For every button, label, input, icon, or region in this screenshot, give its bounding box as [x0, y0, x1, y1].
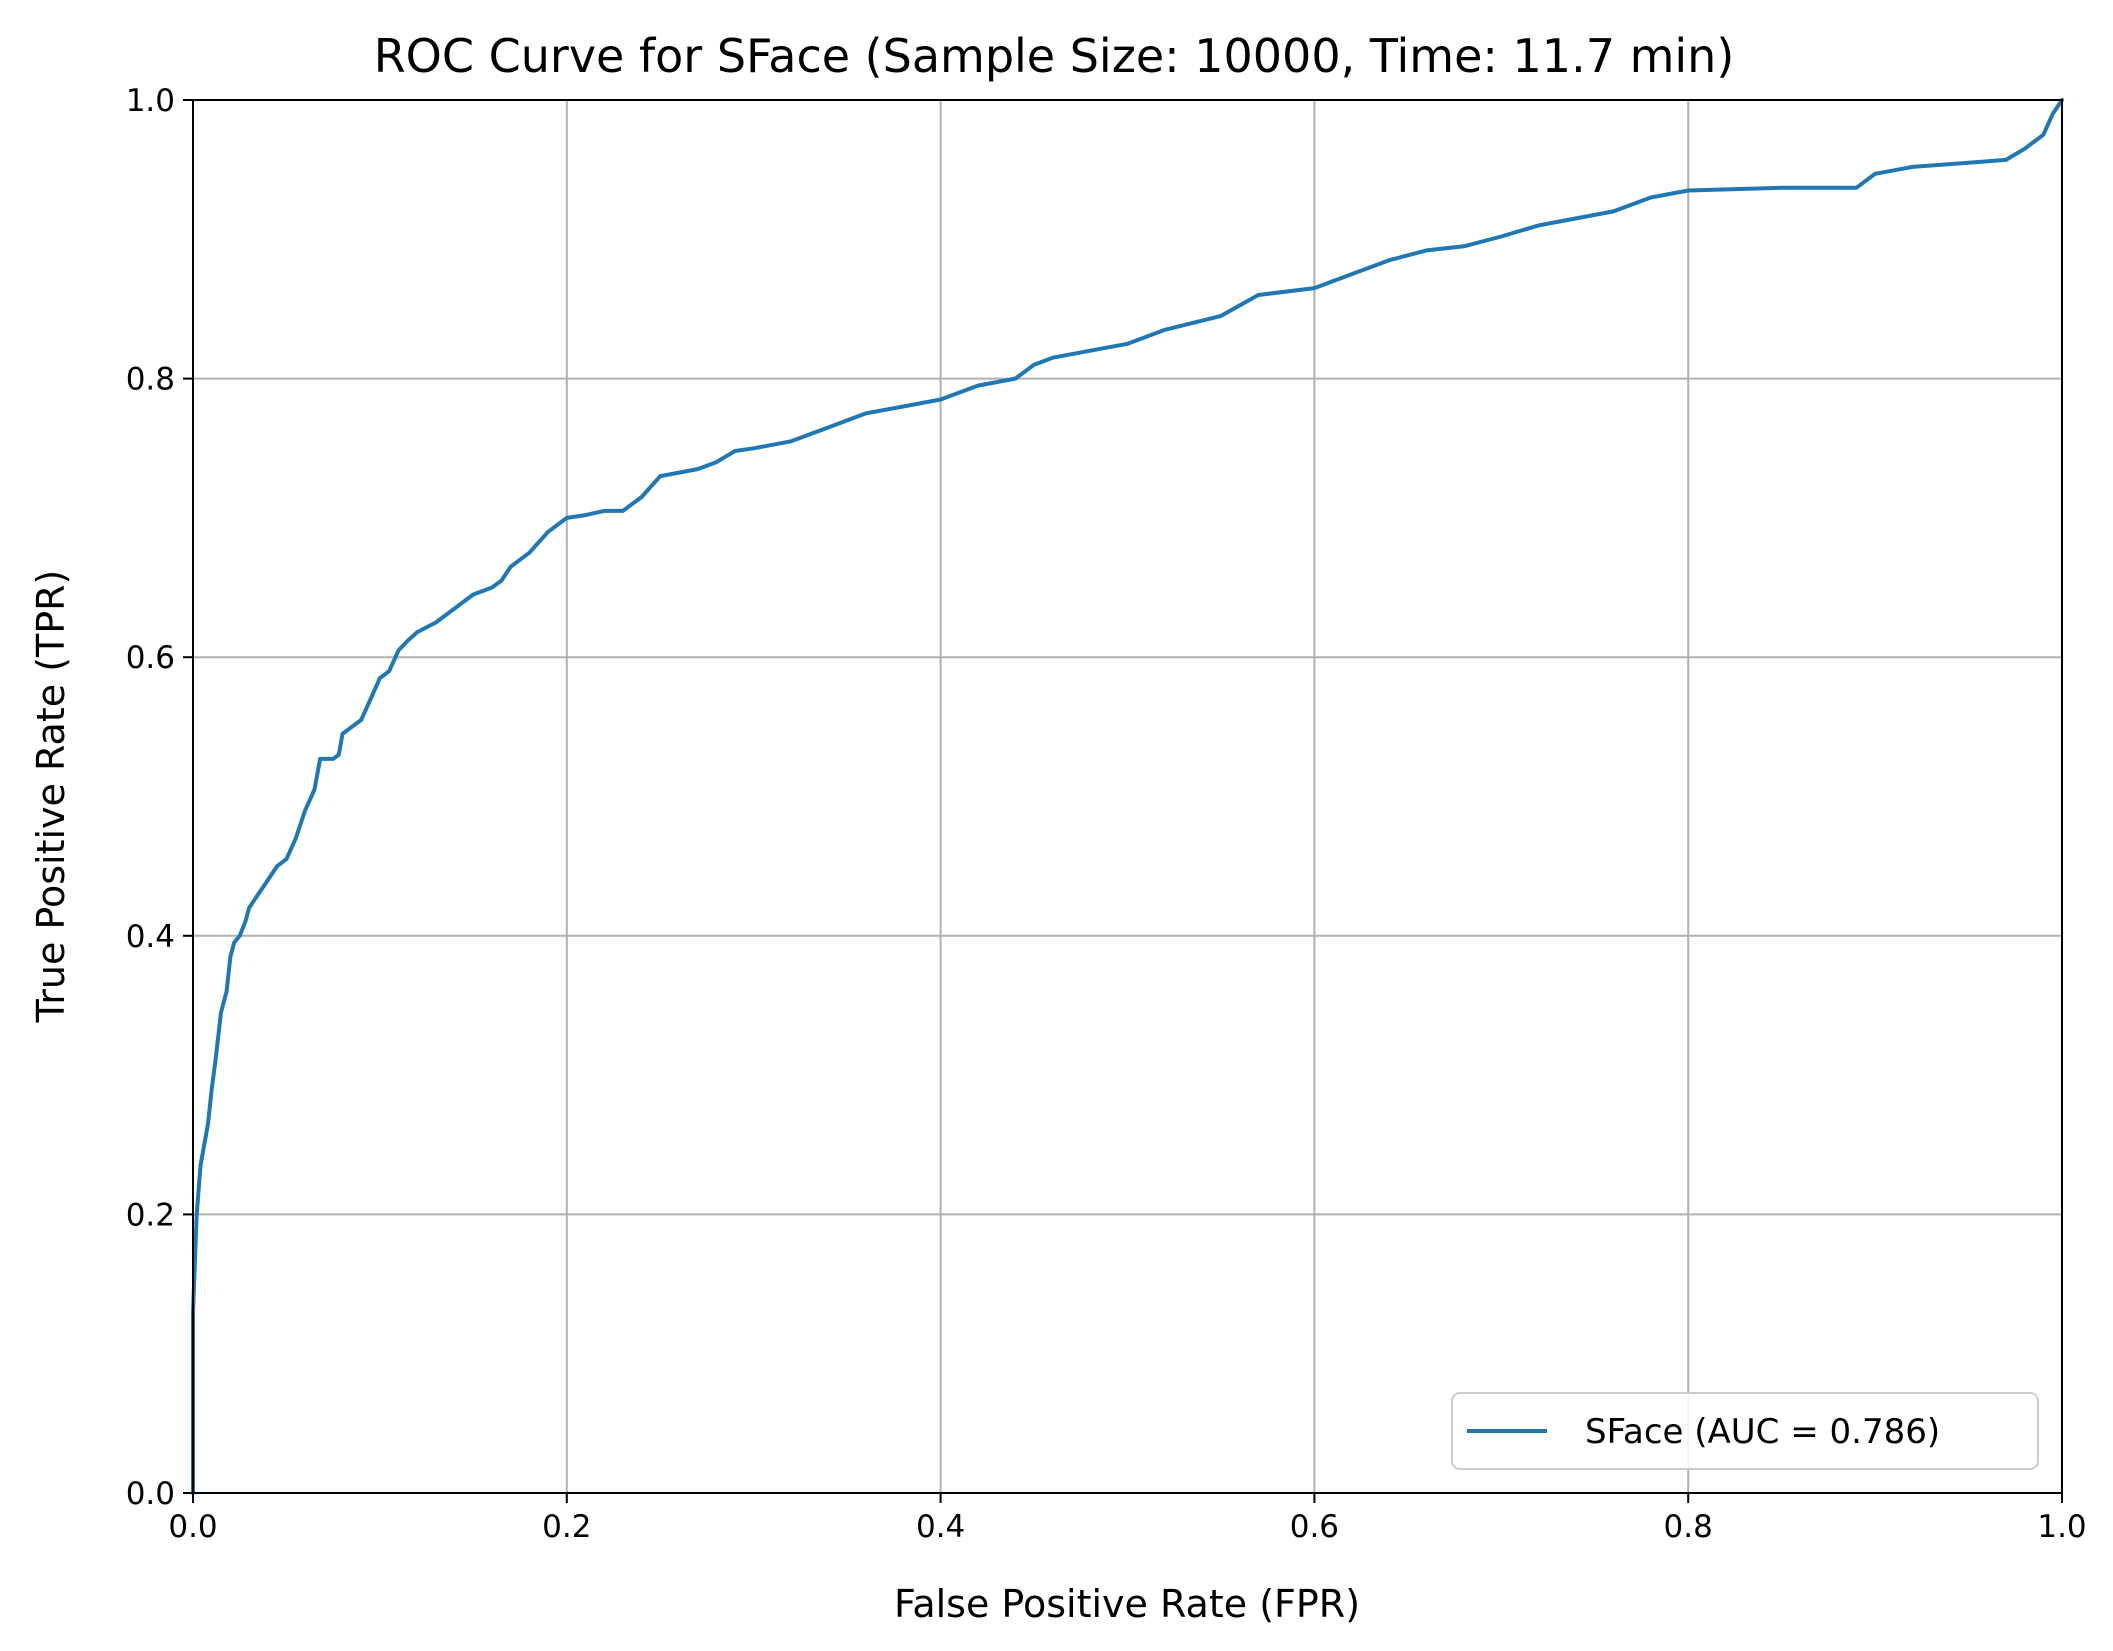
roc-curve-line — [191, 98, 2064, 1495]
y-tick-label: 0.8 — [126, 362, 175, 398]
x-axis-ticks: 0.0 0.2 0.4 0.6 0.8 1.0 — [168, 1493, 2087, 1545]
y-tick-label: 1.0 — [126, 83, 175, 119]
legend-box — [1451, 1392, 2039, 1470]
chart-title: ROC Curve for SFace (Sample Size: 10000,… — [374, 29, 1735, 83]
x-tick-label: 0.4 — [916, 1509, 965, 1545]
legend: SFace (AUC = 0.786) — [1451, 1392, 2039, 1470]
legend-series-label: SFace (AUC = 0.786) — [1585, 1412, 1940, 1452]
x-tick-label: 1.0 — [2037, 1509, 2086, 1545]
x-axis-label: False Positive Rate (FPR) — [894, 1582, 1360, 1626]
x-tick-label: 0.0 — [168, 1509, 217, 1545]
y-axis-ticks: 0.0 0.2 0.4 0.6 0.8 1.0 — [126, 83, 193, 1512]
x-tick-label: 0.6 — [1290, 1509, 1339, 1545]
y-tick-label: 0.6 — [126, 640, 175, 676]
y-tick-label: 0.2 — [126, 1197, 175, 1233]
y-tick-label: 0.0 — [126, 1476, 175, 1512]
x-tick-label: 0.2 — [542, 1509, 591, 1545]
plot-frame — [192, 99, 2063, 1494]
y-axis-label: True Positive Rate (TPR) — [29, 570, 73, 1024]
x-tick-label: 0.8 — [1664, 1509, 1713, 1545]
grid — [192, 99, 2063, 1494]
y-tick-label: 0.4 — [126, 919, 175, 955]
series-layer — [191, 98, 2064, 1495]
